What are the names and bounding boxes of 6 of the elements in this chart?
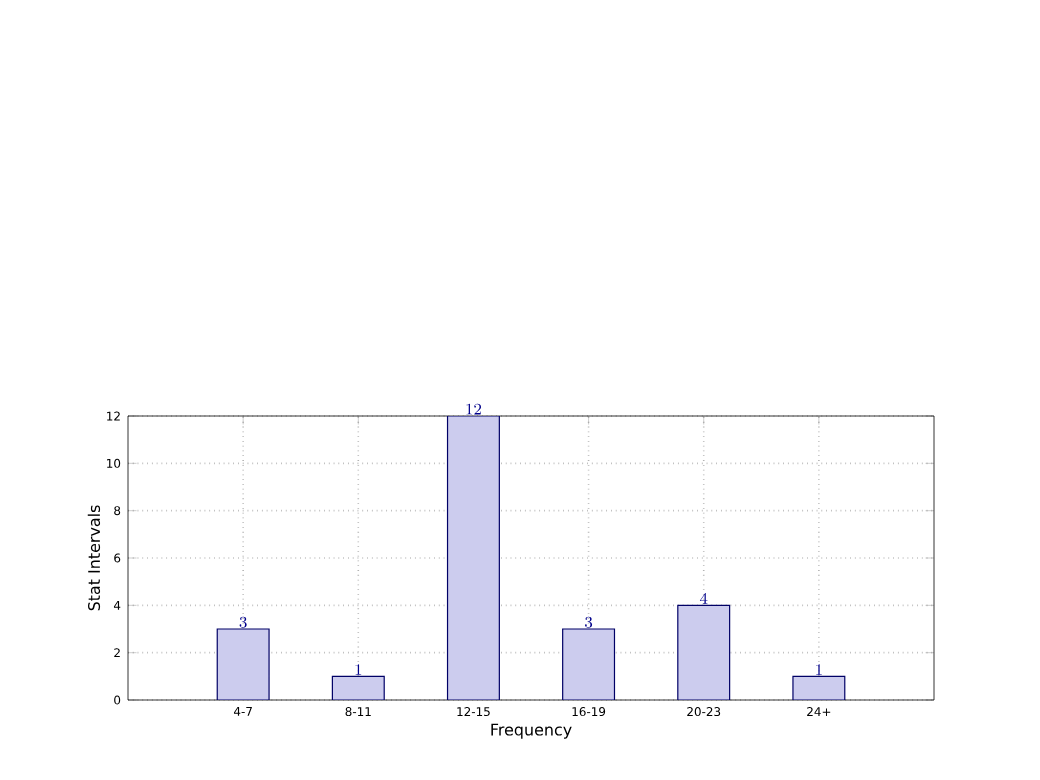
- bar: [216, 628, 270, 700]
- bar: [332, 676, 385, 700]
- bar: [562, 628, 616, 700]
- bar: [446, 416, 500, 700]
- bar: [792, 675, 846, 700]
- bar: [677, 604, 731, 700]
